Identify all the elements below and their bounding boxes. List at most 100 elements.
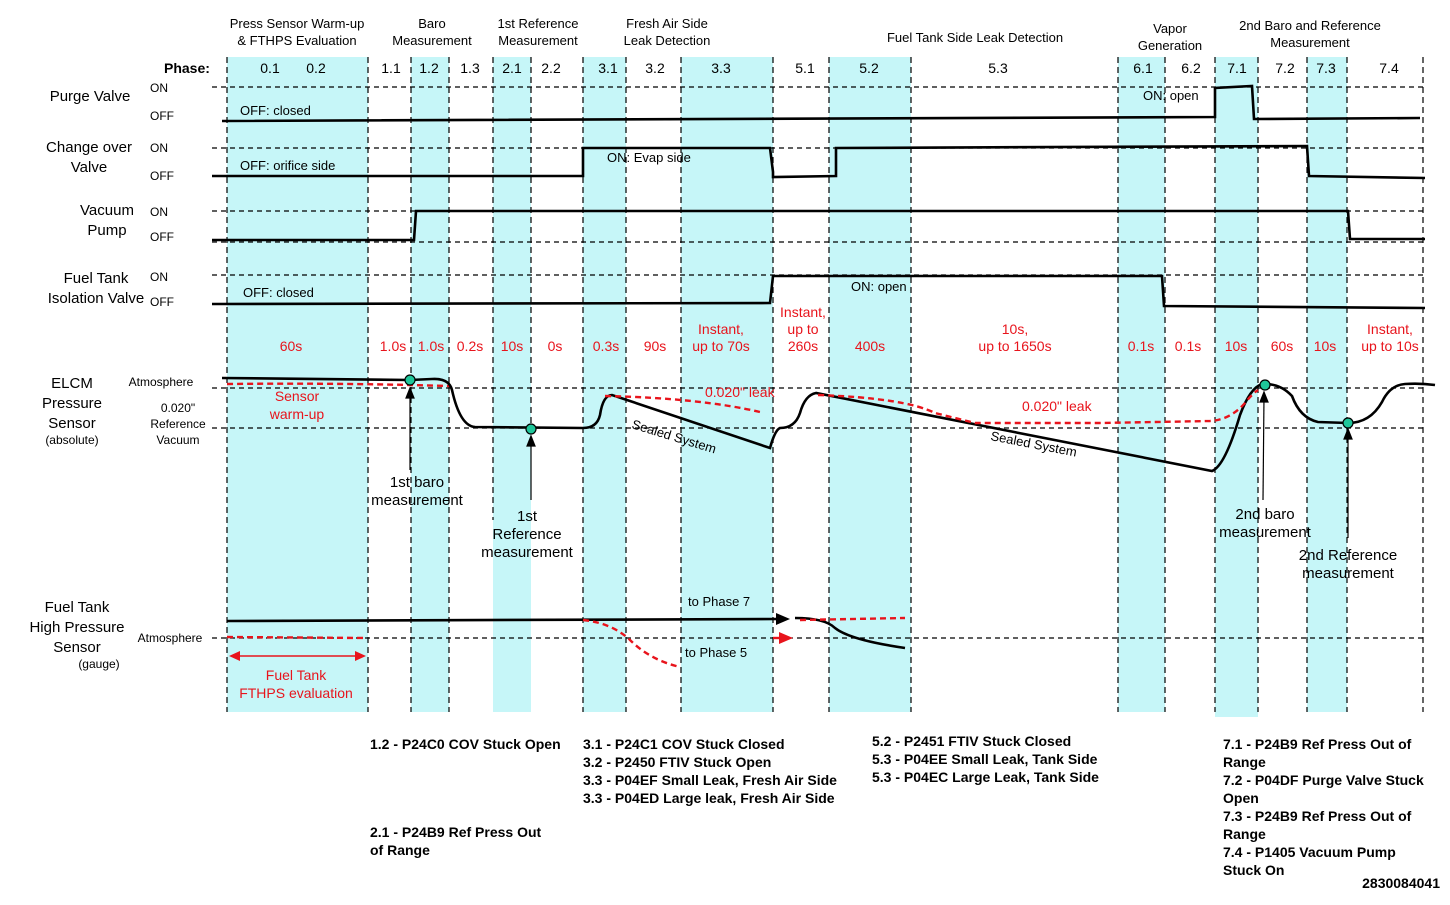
elcm-atmosphere-label: Atmosphere <box>129 375 194 389</box>
fthps-red-trace-start <box>226 635 366 640</box>
header-ref1: Measurement <box>498 33 578 48</box>
fthps-eval-arrowhead-left <box>229 651 240 661</box>
phase-duration: 0.3s <box>593 338 619 354</box>
fthps-title: Fuel Tank High Pressure Sensor <box>29 599 124 656</box>
dtc-3: 3.2 - P2450 FTIV Stuck Open <box>583 754 771 770</box>
elcm-leak-label-2: 0.020" leak <box>1022 398 1093 414</box>
signal-off-label-purge: OFF <box>150 109 174 123</box>
dtc-7: Range <box>1223 754 1266 770</box>
ref2-marker <box>1342 417 1354 429</box>
elcm-sensor-warmup-label: Sensor <box>275 388 320 404</box>
phase-duration: 400s <box>855 338 885 354</box>
fthps-eval-arrowhead-right <box>355 651 366 661</box>
dtc-7: Range <box>1223 826 1266 842</box>
elcm-ref2-label: 2nd Reference <box>1299 547 1397 564</box>
dtc-7: 7.1 - P24B9 Ref Press Out of <box>1223 736 1412 752</box>
phase-number: 7.3 <box>1316 60 1336 76</box>
elcm-subtitle: (absolute) <box>45 433 98 447</box>
header-baro: Baro <box>418 16 445 31</box>
signal-on-label-pump: ON <box>150 205 168 219</box>
elcm-sealed-label-2: Sealed System <box>989 428 1078 459</box>
ftiv-state-off: OFF: closed <box>243 285 314 300</box>
fthps-eval-line: Fuel Tank <box>266 667 327 683</box>
phase-duration: 10s <box>1314 338 1337 354</box>
fthps-title-line: High Pressure <box>29 619 124 636</box>
phase-number: 1.2 <box>419 60 439 76</box>
baro2-arrow <box>1262 395 1265 501</box>
phase-duration: 0s <box>548 338 563 354</box>
dtc-2: 2.1 - P24B9 Ref Press Out <box>370 824 542 840</box>
phase-duration: 1.0s <box>380 338 406 354</box>
header-ref1: 1st Reference <box>498 16 579 31</box>
dtc-2: of Range <box>370 842 430 858</box>
phase-duration: 1.0s <box>418 338 444 354</box>
elcm-title-line: Pressure <box>42 395 102 412</box>
ref1-marker <box>525 423 537 435</box>
elcm-baro1-label: measurement <box>371 492 464 509</box>
purge-state-on: ON: open <box>1143 88 1199 103</box>
signal-name-purge: Purge Valve <box>50 88 131 105</box>
dtc-1: 1.2 - P24C0 COV Stuck Open <box>370 736 561 752</box>
phase-duration: 60s <box>1271 338 1294 354</box>
elcm-ref2-label: measurement <box>1302 565 1395 582</box>
phase-duration: 0.1s <box>1175 338 1201 354</box>
band-phase-3-3 <box>681 57 773 712</box>
dtc-lists: 1.2 - P24C0 COV Stuck Open 2.1 - P24B9 Re… <box>370 733 1424 878</box>
signal-name-cov: Change over <box>46 139 132 156</box>
cov-state-off: OFF: orifice side <box>240 158 335 173</box>
figure-id: 2830084041 <box>1362 875 1440 891</box>
phase-number: 2.2 <box>541 60 561 76</box>
baro1-arrowhead <box>405 386 415 399</box>
header-baro2: Measurement <box>1270 35 1350 50</box>
band-phase-7-3 <box>1307 57 1347 712</box>
elcm-reference-line: Reference <box>150 417 206 431</box>
band-phase-5-2 <box>829 57 911 712</box>
section-headers: Press Sensor Warm-up & FTHPS Evaluation Ba… <box>230 16 1381 53</box>
elcm-ref1-label: Reference <box>492 526 561 543</box>
fthps-traces <box>226 613 906 669</box>
band-phase-2-1 <box>493 57 531 712</box>
phase-boundaries <box>226 57 1424 712</box>
signal-name-pump: Pump <box>87 222 126 239</box>
elcm-traces <box>221 376 1436 473</box>
signal-on-label-ftiv: ON <box>150 270 168 284</box>
phase-number: 3.3 <box>711 60 731 76</box>
dtc-7: Open <box>1223 790 1259 806</box>
phase-duration: 0.1s <box>1128 338 1154 354</box>
phase-duration: 260s <box>788 338 818 354</box>
dtc-7: 7.2 - P04DF Purge Valve Stuck <box>1223 772 1424 788</box>
header-vapor: Vapor <box>1153 21 1187 36</box>
header-baro2: 2nd Baro and Reference <box>1239 18 1381 33</box>
signal-labels: Purge Valve ON OFF Change over Valve ON OFF Vac… <box>46 81 174 309</box>
baro2-arrowhead <box>1259 390 1269 403</box>
fthps-eval-line: FTHPS evaluation <box>239 685 353 701</box>
change-over-valve-trace <box>212 144 1426 180</box>
ref1-arrowhead <box>526 434 536 447</box>
purge-state-off: OFF: closed <box>240 103 311 118</box>
fthps-title-line: Fuel Tank <box>45 599 110 616</box>
purge-valve-trace <box>221 84 1421 123</box>
elcm-title-line: ELCM <box>51 375 93 392</box>
signal-off-label-ftiv: OFF <box>150 295 174 309</box>
elcm-reference-line: 0.020" <box>161 401 195 415</box>
phase-duration: 10s <box>501 338 524 354</box>
phase-duration: up to 10s <box>1361 338 1419 354</box>
phase-number: 2.1 <box>502 60 522 76</box>
elcm-leak-red-trace-2 <box>817 389 1259 425</box>
fthps-arrow-phase5 <box>779 632 793 644</box>
elcm-sensor-warmup-label: warm-up <box>269 406 325 422</box>
header-fresh: Fresh Air Side <box>626 16 708 31</box>
phase-number: 1.3 <box>460 60 480 76</box>
phase-duration: up to <box>787 321 818 337</box>
fthps-title-line: Sensor <box>53 639 101 656</box>
signal-name-ftiv: Isolation Valve <box>48 290 144 307</box>
fthps-red-trace-drop <box>582 618 681 669</box>
phase-duration: Instant, <box>698 321 744 337</box>
phase-duration: 60s <box>280 338 303 354</box>
phase-number: 3.1 <box>598 60 618 76</box>
fthps-arrow-phase7 <box>776 613 790 625</box>
signal-name-ftiv: Fuel Tank <box>64 270 129 287</box>
phase-number: 3.2 <box>645 60 665 76</box>
signal-on-label-cov: ON <box>150 141 168 155</box>
